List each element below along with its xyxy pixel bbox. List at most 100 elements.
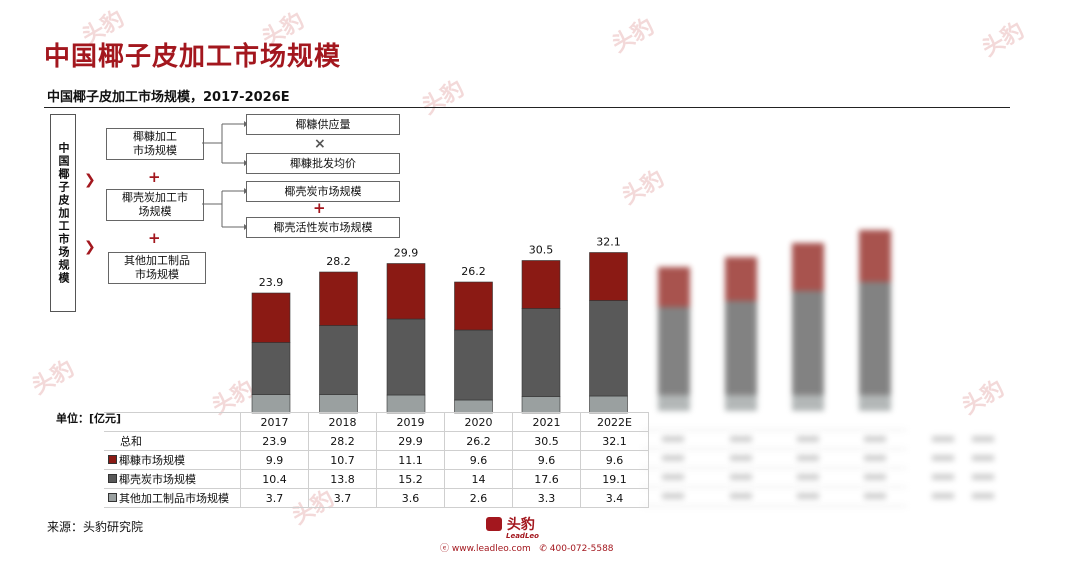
table-cell: 14 (444, 469, 513, 489)
brand-logo: 头豹 LeadLeo (486, 514, 539, 540)
table-cell: 3.7 (308, 488, 377, 508)
table-cell: 11.1 (376, 450, 445, 470)
total-label-2017: 23.9 (259, 276, 284, 289)
blurred-forecast-bars (658, 230, 891, 411)
legend-swatch (108, 455, 117, 464)
source-note: 来源：头豹研究院 (47, 520, 144, 534)
table-cell: 17.6 (512, 469, 581, 489)
table-cell: 2.6 (444, 488, 513, 508)
table-cell: 9.6 (444, 450, 513, 470)
bar-segment-1-2022E (589, 300, 628, 397)
total-label-2020: 26.2 (461, 265, 486, 278)
table-cell: 3.7 (240, 488, 309, 508)
bar-segment-2-2021 (521, 396, 561, 414)
diagram-box-shell-charcoal: 椰壳炭加工市 场规模 (106, 189, 204, 221)
total-label-2019: 29.9 (394, 247, 419, 260)
page-title: 中国椰子皮加工市场规模 (44, 42, 342, 72)
legend-label: 椰壳炭市场规模 (119, 473, 196, 486)
diagram-box-activated-carbon: 椰壳活性炭市场规模 (246, 217, 400, 238)
table-cell: 29.9 (376, 431, 445, 451)
row-label: 总和 (104, 431, 241, 451)
legend-label: 椰糠市场规模 (119, 454, 185, 467)
bar-segment-0-2018 (319, 271, 358, 326)
table-year-header: 2022E (580, 412, 649, 432)
table-cell: 9.6 (580, 450, 649, 470)
table-year-header: 2021 (512, 412, 581, 432)
bar-segment-2-2019 (386, 394, 426, 414)
table-cell: 15.2 (376, 469, 445, 489)
table-cell: 32.1 (580, 431, 649, 451)
bar-segment-0-2021 (521, 260, 561, 309)
table-cell: 19.1 (580, 469, 649, 489)
table-cell: 10.4 (240, 469, 309, 489)
chevron-right-icon: ❯ (84, 172, 96, 188)
bar-segment-1-2019 (386, 318, 426, 396)
legend-label: 其他加工制品市场规模 (119, 492, 229, 505)
logo-subtext: LeadLeo (506, 532, 539, 540)
total-label-2022E: 32.1 (596, 236, 621, 249)
plus-icon: + (148, 229, 161, 247)
table-year-header: 2019 (376, 412, 445, 432)
data-table: 2017 2018 2019 2020 2021 2022E 总和 23.9 28.2 29.9 2… (104, 412, 649, 508)
times-icon: × (314, 136, 326, 152)
diagram-box-other-products: 其他加工制品 市场规模 (108, 252, 206, 284)
bar-segment-2-2022E (589, 395, 628, 414)
table-cell: 3.3 (512, 488, 581, 508)
bar-segment-0-2017 (251, 292, 291, 343)
contact-info: ⓔ www.leadleo.com ✆ 400-072-5588 (440, 541, 614, 554)
diagram-box-coir-dust: 椰糠加工 市场规模 (106, 128, 204, 160)
logo-mark-icon (486, 517, 502, 531)
table-cell: 9.6 (512, 450, 581, 470)
total-label-2018: 28.2 (326, 255, 351, 268)
table-header-row: 2017 2018 2019 2020 2021 2022E (104, 412, 649, 432)
table-cell: 23.9 (240, 431, 309, 451)
table-row-series-0: 椰糠市场规模 9.9 10.7 11.1 9.6 9.6 9.6 (104, 450, 649, 470)
blurred-forecast-table (642, 412, 1012, 508)
row-label-text: 总和 (120, 435, 142, 448)
row-label: 其他加工制品市场规模 (104, 488, 241, 508)
table-cell: 9.9 (240, 450, 309, 470)
table-year-header: 2018 (308, 412, 377, 432)
bar-segment-0-2019 (386, 263, 426, 320)
diagram-box-charcoal: 椰壳炭市场规模 (246, 181, 400, 202)
bar-segment-2-2018 (319, 394, 358, 414)
phone-number: 400-072-5588 (549, 544, 614, 554)
diagram-box-price: 椰糠批发均价 (246, 153, 400, 174)
legend-swatch (108, 474, 117, 483)
table-corner-cell (104, 412, 241, 432)
row-label: 椰糠市场规模 (104, 450, 241, 470)
title-divider (44, 107, 1010, 108)
table-year-header: 2017 (240, 412, 309, 432)
row-label: 椰壳炭市场规模 (104, 469, 241, 489)
table-year-header: 2020 (444, 412, 513, 432)
chart-title: 中国椰子皮加工市场规模，2017-2026E (47, 90, 290, 105)
bar-segment-0-2020 (454, 281, 493, 331)
table-cell: 3.4 (580, 488, 649, 508)
table-row-series-1: 椰壳炭市场规模 10.4 13.8 15.2 14 17.6 19.1 (104, 469, 649, 489)
phone-icon: ✆ (539, 544, 547, 554)
plus-icon: + (148, 168, 161, 186)
bar-segment-1-2017 (251, 342, 291, 395)
bar-segment-0-2022E (589, 252, 628, 301)
logo-text: 头豹 (506, 517, 535, 533)
chevron-right-icon: ❯ (84, 239, 96, 255)
legend-swatch (108, 493, 117, 502)
diagram-connectors (202, 121, 248, 230)
bar-segment-1-2020 (454, 329, 493, 401)
diagram-vertical-label: 中国椰子皮加工市场规模 (50, 114, 76, 312)
web-icon: ⓔ (440, 544, 450, 554)
diagram-box-supply: 椰糠供应量 (246, 114, 400, 135)
table-cell: 13.8 (308, 469, 377, 489)
bar-segment-2-2017 (251, 394, 291, 414)
bar-segment-1-2018 (319, 325, 358, 395)
plus-icon: + (313, 199, 326, 217)
website-link[interactable]: www.leadleo.com (451, 544, 531, 554)
table-cell: 10.7 (308, 450, 377, 470)
table-row-series-2: 其他加工制品市场规模 3.7 3.7 3.6 2.6 3.3 3.4 (104, 488, 649, 508)
bar-segment-1-2021 (521, 308, 561, 397)
total-label-2021: 30.5 (529, 244, 554, 257)
table-row-total: 总和 23.9 28.2 29.9 26.2 30.5 32.1 (104, 431, 649, 451)
table-cell: 3.6 (376, 488, 445, 508)
table-cell: 28.2 (308, 431, 377, 451)
